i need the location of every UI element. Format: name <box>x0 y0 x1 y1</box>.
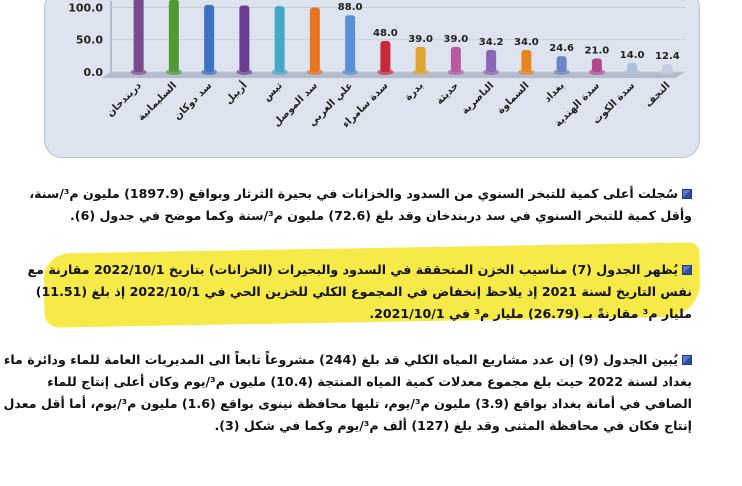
square-bullet-icon <box>682 355 692 365</box>
paragraph-water-projects: يُبين الجدول (9) إن عدد مشاريع المياه ال… <box>3 349 692 437</box>
category-label: أربيل <box>222 79 250 107</box>
bar-base <box>553 69 570 75</box>
bar <box>450 46 461 72</box>
category-label: السماوة <box>495 80 531 116</box>
bar-base <box>306 69 323 75</box>
bar <box>486 49 497 72</box>
paragraph-line: وأقل كمية للتبخر السنوي في سد دربندخان و… <box>70 208 692 223</box>
bar <box>521 50 532 72</box>
category-label: بغداد <box>542 80 567 105</box>
data-label: 88.0 <box>338 2 363 13</box>
bar-base <box>342 69 359 75</box>
bar-base <box>518 69 535 75</box>
data-label: 34.2 <box>479 37 504 48</box>
bar-base <box>236 69 253 75</box>
bar-base <box>412 69 429 75</box>
category-label: الناصرية <box>460 80 497 117</box>
paragraph-line: نفس التاريخ لسنة 2021 إذ يلاحظ إنخفاض في… <box>35 284 692 299</box>
square-bullet-icon <box>682 189 692 199</box>
data-label: 12.4 <box>655 51 680 62</box>
data-label: 34.0 <box>514 37 539 48</box>
data-label: 24.6 <box>549 43 574 54</box>
paragraph-storage-levels: يُظهر الجدول (7) مناسيب الخزن المتحققة ف… <box>28 259 692 325</box>
data-label: 14.0 <box>620 50 645 61</box>
bar <box>591 58 602 72</box>
bar <box>415 46 426 72</box>
bar <box>274 6 285 73</box>
bar <box>556 56 567 72</box>
chart-panel: 0.0 50.0 100.0 دربندخان السليمانية سد دوكان أر… <box>44 0 700 158</box>
bar <box>345 15 356 72</box>
category-label: بدرة <box>403 80 426 103</box>
paragraph-line: مليار م³ مقارنةً بـ (26.79) مليار م³ في … <box>369 306 692 321</box>
bar-base <box>377 69 394 75</box>
bar-base <box>271 69 288 75</box>
bar <box>204 4 215 73</box>
paragraph-line: إنتاج فكان في محافظة المثنى وقد بلغ (127… <box>214 418 692 433</box>
bar-base <box>483 69 500 75</box>
category-label: تيس <box>261 80 284 103</box>
bar-base <box>130 69 147 75</box>
bar-base <box>588 69 605 75</box>
paragraph-line: سُجلت أعلى كمية للتبخر السنوي من السدود … <box>29 183 692 205</box>
bar-base <box>447 69 464 75</box>
data-label: 39.0 <box>408 34 433 45</box>
bar <box>239 5 250 73</box>
data-label: 21.0 <box>585 45 610 56</box>
bar <box>380 41 391 72</box>
y-tick-label: 0.0 <box>84 66 104 79</box>
paragraph-line: يُبين الجدول (9) إن عدد مشاريع المياه ال… <box>3 349 692 371</box>
bar <box>309 7 320 73</box>
bar-base <box>201 69 218 75</box>
paragraph-line: الصافي في أمانة بغداد بواقع (3.9) مليون … <box>3 396 692 411</box>
square-bullet-icon <box>682 265 692 275</box>
bar <box>168 0 179 72</box>
paragraph-line: بغداد لسنة 2022 حيث بلغ مجموع معدلات كمي… <box>47 374 692 389</box>
category-label: سد دوكان <box>172 80 214 122</box>
y-tick-label: 50.0 <box>76 34 103 47</box>
category-label: حديثة <box>434 80 461 107</box>
bar-base <box>165 69 182 75</box>
data-label: 39.0 <box>444 34 469 45</box>
paragraph-evaporation: سُجلت أعلى كمية للتبخر السنوي من السدود … <box>29 183 692 227</box>
bar-base <box>624 69 641 75</box>
data-label: 48.0 <box>373 28 398 39</box>
y-tick-label: 100.0 <box>68 1 103 14</box>
bar <box>133 0 144 72</box>
bar-base <box>659 69 676 75</box>
category-label: النجف <box>643 80 672 109</box>
paragraph-line: يُظهر الجدول (7) مناسيب الخزن المتحققة ف… <box>28 259 692 281</box>
